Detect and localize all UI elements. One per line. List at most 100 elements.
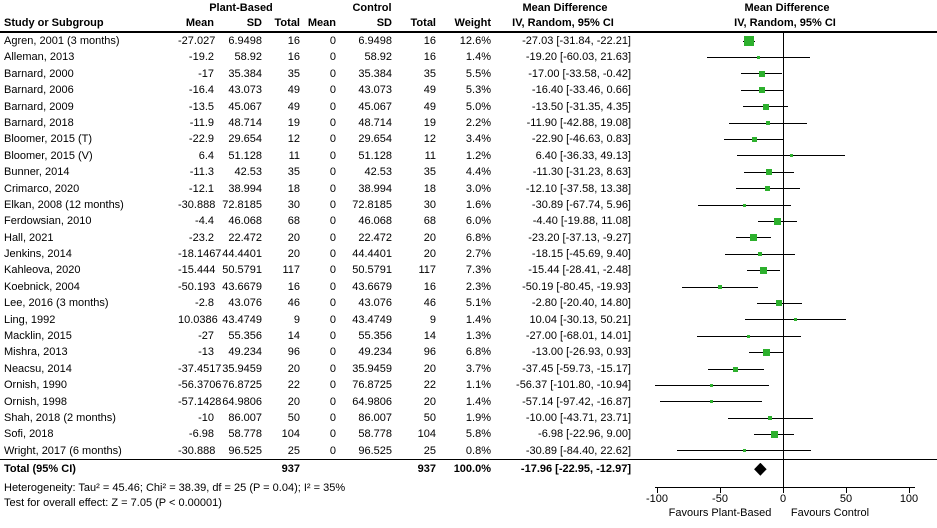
ci-plot-cell <box>633 99 937 115</box>
c-total: 50 <box>423 411 436 424</box>
weight: 1.9% <box>465 411 491 424</box>
ci-plot-cell <box>633 82 937 98</box>
pb-sd: 35.9459 <box>222 362 262 375</box>
x-axis-tick-label: 100 <box>899 493 919 505</box>
ci-plot-cell <box>633 410 937 426</box>
pb-sd: 38.994 <box>228 182 262 195</box>
study-row: Barnard, 2018 -11.9 48.714 19 0 48.714 19 2.2% -… <box>0 115 937 131</box>
c-total: 49 <box>423 84 436 97</box>
pb-mean: 6.4 <box>198 149 214 162</box>
ci-text: -18.15 [-45.69, 9.40] <box>531 248 631 261</box>
pb-total: 68 <box>287 215 300 228</box>
study-row: Mishra, 2013 -13 49.234 96 0 49.234 96 6.8% -13.… <box>0 344 937 360</box>
ci-text: -11.90 [-42.88, 19.08] <box>526 116 631 129</box>
study-label: Crimarco, 2020 <box>4 182 80 195</box>
pb-total: 35 <box>287 67 300 80</box>
c-total: 11 <box>424 149 436 162</box>
study-label: Alleman, 2013 <box>4 51 75 64</box>
ci-plot-cell <box>633 181 937 197</box>
ci-text: -11.30 [-31.23, 8.63] <box>532 166 631 179</box>
ci-plot-cell <box>633 49 937 65</box>
pb-sd: 58.92 <box>234 51 262 64</box>
ci-plot-cell <box>633 328 937 344</box>
c-total: 49 <box>423 100 436 113</box>
mean-marker <box>742 449 746 453</box>
study-label: Ornish, 1998 <box>4 395 67 408</box>
c-mean: 0 <box>329 133 336 146</box>
total-c-mean <box>302 461 338 477</box>
ci-text: -4.40 [-19.88, 11.08] <box>532 215 631 228</box>
ci-plot-cell <box>633 148 937 164</box>
study-label: Mishra, 2013 <box>4 346 68 359</box>
weight: 1.4% <box>465 395 491 408</box>
study-row: Alleman, 2013 -19.2 58.92 16 0 58.92 16 1.4% -19… <box>0 49 937 65</box>
pb-sd: 51.128 <box>228 149 262 162</box>
c-total: 16 <box>423 280 436 293</box>
pb-mean: -19.2 <box>188 51 214 64</box>
ci-plot-cell <box>633 164 937 180</box>
c-total: 14 <box>423 330 436 343</box>
pooled-diamond <box>754 462 767 476</box>
c-sd: 22.472 <box>358 231 392 244</box>
pb-mean: -12.1 <box>188 182 214 195</box>
heterogeneity-stats: Heterogeneity: Tau² = 45.46; Chi² = 38.3… <box>4 482 346 494</box>
pb-sd: 44.4401 <box>222 248 262 261</box>
pb-total: 49 <box>287 84 300 97</box>
c-mean: 0 <box>329 248 336 261</box>
study-label: Jenkins, 2014 <box>4 248 72 261</box>
c-sd: 43.6679 <box>352 280 392 293</box>
mean-marker <box>758 252 763 257</box>
header-pb-sd: SD <box>246 17 262 29</box>
weight: 1.4% <box>465 51 491 64</box>
pb-sd: 45.067 <box>228 100 262 113</box>
pb-sd: 35.384 <box>228 67 262 80</box>
weight: 0.8% <box>465 444 491 457</box>
study-label: Ferdowsian, 2010 <box>4 215 92 228</box>
study-label: Ornish, 1990 <box>4 379 67 392</box>
pb-sd: 6.9498 <box>228 35 262 47</box>
ci-text: -37.45 [-59.73, -15.17] <box>522 362 631 375</box>
c-mean: 0 <box>329 67 336 80</box>
study-rows: Agren, 2001 (3 months) -27.027 6.9498 16 0 6.… <box>0 33 937 459</box>
c-total: 19 <box>423 116 436 129</box>
mean-marker <box>742 203 746 207</box>
mean-marker <box>765 169 772 176</box>
ci-text: -17.00 [-33.58, -0.42] <box>528 67 631 80</box>
c-sd: 58.92 <box>364 51 392 64</box>
c-sd: 48.714 <box>358 116 392 129</box>
study-row: Ferdowsian, 2010 -4.4 46.068 68 0 46.068 68 6.0… <box>0 213 937 229</box>
weight: 2.2% <box>465 116 491 129</box>
ci-plot-cell <box>633 213 937 229</box>
c-total: 68 <box>423 215 436 228</box>
c-mean: 0 <box>329 116 336 129</box>
mean-marker <box>750 234 758 242</box>
pb-mean: -57.1428 <box>178 395 222 408</box>
weight: 7.3% <box>465 264 491 277</box>
header-group-control: Control <box>352 2 392 14</box>
study-label: Elkan, 2008 (12 months) <box>4 198 124 211</box>
c-total: 35 <box>423 67 436 80</box>
pb-total: 35 <box>287 166 300 179</box>
study-label: Barnard, 2006 <box>4 84 74 97</box>
weight: 6.8% <box>465 346 491 359</box>
study-row: Ornish, 1990 -56.3706 76.8725 22 0 76.8725 22 1… <box>0 377 937 393</box>
x-axis-tick <box>657 487 658 493</box>
pb-total: 20 <box>287 248 300 261</box>
c-mean: 0 <box>329 215 336 228</box>
ci-text: 10.04 [-30.13, 50.21] <box>529 313 631 326</box>
pb-sd: 43.076 <box>228 297 262 310</box>
pb-sd: 48.714 <box>228 116 262 129</box>
header-group-plant-based: Plant-Based <box>209 2 273 14</box>
weight: 4.4% <box>465 166 491 179</box>
pb-sd: 42.53 <box>234 166 262 179</box>
c-mean: 0 <box>329 84 336 97</box>
mean-marker <box>762 103 769 110</box>
mean-marker <box>765 186 771 192</box>
pb-total: 9 <box>293 313 300 326</box>
mean-marker <box>776 300 783 307</box>
c-sd: 43.4749 <box>352 313 392 326</box>
pb-mean: -17 <box>198 67 214 80</box>
mean-marker <box>757 56 761 60</box>
pb-total: 25 <box>287 444 300 457</box>
